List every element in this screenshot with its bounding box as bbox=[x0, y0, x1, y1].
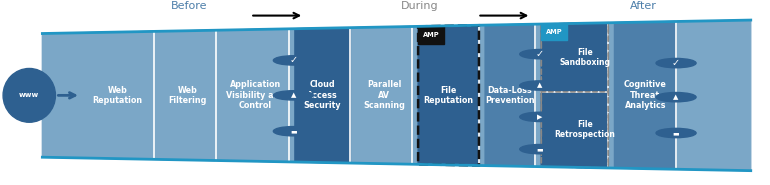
Text: Application
Visibility and
Control: Application Visibility and Control bbox=[226, 80, 285, 110]
Text: www: www bbox=[19, 92, 39, 98]
Text: File
Sandboxing: File Sandboxing bbox=[559, 48, 611, 67]
Text: Parallel
AV
Scanning: Parallel AV Scanning bbox=[363, 80, 405, 110]
Circle shape bbox=[656, 92, 696, 102]
Polygon shape bbox=[541, 23, 608, 92]
Circle shape bbox=[520, 49, 560, 59]
Text: ▲: ▲ bbox=[674, 94, 678, 100]
Ellipse shape bbox=[3, 68, 55, 122]
Circle shape bbox=[520, 112, 560, 122]
Text: Cloud
Access
Security: Cloud Access Security bbox=[304, 80, 341, 110]
Polygon shape bbox=[614, 21, 676, 169]
Text: Data-Loss
Prevention: Data-Loss Prevention bbox=[485, 86, 535, 105]
Polygon shape bbox=[160, 30, 216, 161]
Polygon shape bbox=[357, 26, 412, 164]
Polygon shape bbox=[81, 31, 154, 159]
Circle shape bbox=[273, 56, 313, 65]
Text: ▲: ▲ bbox=[537, 83, 542, 88]
Text: ✓: ✓ bbox=[536, 49, 544, 59]
Circle shape bbox=[520, 144, 560, 154]
Text: During: During bbox=[401, 1, 438, 11]
Polygon shape bbox=[42, 20, 751, 171]
Text: After: After bbox=[630, 1, 656, 11]
Text: ✓: ✓ bbox=[672, 58, 680, 68]
Circle shape bbox=[273, 91, 313, 100]
Text: ▬: ▬ bbox=[673, 130, 679, 136]
Text: ▲: ▲ bbox=[291, 92, 296, 98]
Text: Web
Filtering: Web Filtering bbox=[169, 86, 207, 105]
Text: ✓: ✓ bbox=[290, 55, 297, 65]
Polygon shape bbox=[418, 25, 479, 166]
Polygon shape bbox=[222, 29, 289, 162]
Text: File
Retrospection: File Retrospection bbox=[554, 120, 615, 139]
Text: File
Reputation: File Reputation bbox=[424, 86, 474, 105]
Text: Before: Before bbox=[170, 1, 207, 11]
Polygon shape bbox=[485, 24, 535, 166]
Circle shape bbox=[656, 58, 696, 68]
Polygon shape bbox=[541, 23, 608, 168]
FancyBboxPatch shape bbox=[541, 24, 567, 40]
Text: ▬: ▬ bbox=[537, 146, 543, 152]
Circle shape bbox=[520, 81, 560, 90]
Text: ▶: ▶ bbox=[537, 114, 542, 120]
Text: AMP: AMP bbox=[546, 29, 563, 35]
Circle shape bbox=[656, 128, 696, 138]
Text: AMP: AMP bbox=[423, 32, 440, 38]
Polygon shape bbox=[295, 28, 350, 163]
Text: ▬: ▬ bbox=[290, 128, 296, 134]
Text: Web
Reputation: Web Reputation bbox=[92, 86, 142, 105]
Polygon shape bbox=[541, 92, 608, 168]
FancyBboxPatch shape bbox=[418, 26, 444, 44]
Circle shape bbox=[273, 127, 313, 136]
Text: Cognitive
Threat
Analytics: Cognitive Threat Analytics bbox=[624, 80, 667, 110]
